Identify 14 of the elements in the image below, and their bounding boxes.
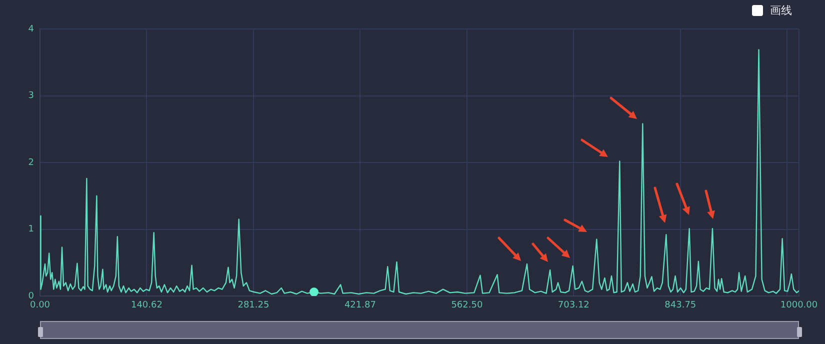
x-tick-label: 562.50 — [451, 300, 483, 311]
text: 画线 — [770, 3, 792, 18]
x-tick-label: 843.75 — [664, 300, 696, 311]
x-tick-label: 421.87 — [344, 300, 376, 311]
x-tick-label: 281.25 — [238, 300, 270, 311]
x-tick-label: 140.62 — [130, 300, 162, 311]
x-tick-label: 703.12 — [558, 300, 590, 311]
y-tick-label: 1 — [28, 224, 34, 235]
y-tick-label: 0 — [28, 291, 34, 302]
x-tick-label: 0.00 — [30, 300, 50, 311]
y-tick-label: 3 — [28, 91, 34, 102]
x-tick-label: 1000.00 — [780, 300, 818, 311]
y-tick-label: 2 — [28, 158, 34, 168]
y-tick-label: 4 — [28, 24, 34, 34]
